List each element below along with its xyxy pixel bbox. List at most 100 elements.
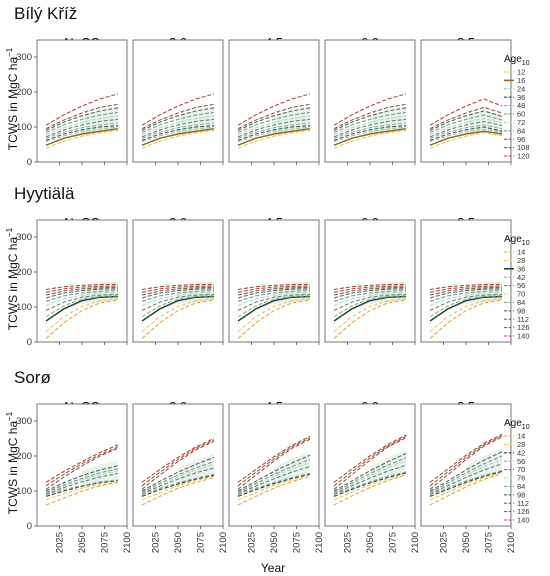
series-line-140 (333, 283, 407, 291)
series-line-84 (333, 290, 407, 302)
series-line-42 (429, 295, 503, 318)
series-line-28 (429, 298, 503, 332)
panel-NoCC: NoCC (36, 215, 128, 345)
series-line-126 (237, 285, 311, 293)
series-line-36 (333, 295, 407, 322)
series-line-14 (237, 299, 311, 339)
series-line-98 (141, 456, 215, 492)
x-tick-label: 2050 (269, 532, 280, 553)
series-line-70 (333, 291, 407, 307)
legend-label-126: 126 (517, 507, 530, 516)
series-line-84 (429, 290, 503, 302)
legend-label-28: 28 (517, 256, 525, 265)
uncertainty-ribbon (370, 450, 406, 485)
panel-8.5: 8.5 (420, 215, 512, 345)
series-line-108 (141, 103, 215, 130)
series-line-28 (333, 298, 407, 332)
series-line-36 (141, 125, 215, 141)
x-tick-label: 2025 (247, 532, 258, 553)
series-line-120 (333, 93, 407, 126)
series-line-14 (237, 475, 311, 506)
x-tick-label: 2050 (173, 532, 184, 553)
series-line-72 (45, 115, 119, 136)
series-line-84 (237, 458, 311, 493)
series-line-14 (45, 481, 119, 506)
series-line-14 (333, 474, 407, 506)
series-line-70 (45, 472, 119, 495)
panel-2.6: 2.62025205020752100 (132, 399, 229, 553)
series-line-14 (429, 299, 503, 339)
series-line-36 (237, 125, 311, 141)
uncertainty-ribbon (466, 110, 502, 135)
panel-frame (420, 219, 512, 343)
panel-NoCC: NoCC2025205020752100 (36, 399, 133, 553)
series-line-76 (333, 460, 407, 494)
series-line-120 (237, 93, 311, 126)
legend-label-12: 12 (517, 68, 525, 77)
series-line-14 (45, 299, 119, 339)
panel-8.5: 8.52025205020752100 (420, 399, 517, 553)
series-line-28 (333, 472, 407, 501)
y-tick-label: 200 (16, 451, 32, 462)
panel-frame (36, 219, 128, 343)
x-tick-label: 2025 (343, 532, 354, 553)
series-line-84 (45, 111, 119, 134)
series-line-76 (141, 463, 215, 494)
legend-label-140: 140 (517, 332, 530, 341)
uncertainty-ribbon (274, 452, 310, 486)
series-line-112 (429, 286, 503, 296)
panel-6.0: 6.0 (324, 35, 416, 165)
legend-label-16: 16 (517, 76, 525, 85)
series-line-42 (45, 479, 119, 497)
series-line-72 (141, 115, 215, 136)
y-tick-label: 100 (16, 486, 32, 497)
series-line-56 (237, 293, 311, 311)
series-line-140 (141, 283, 215, 291)
legend-label-36: 36 (517, 93, 525, 102)
series-line-56 (429, 469, 503, 496)
x-tick-label: 2075 (196, 532, 207, 553)
series-line-28 (237, 298, 311, 332)
y-axis-label: TCWS in MgC ha−1 (5, 411, 20, 514)
series-line-108 (45, 103, 119, 130)
series-line-28 (237, 474, 311, 501)
series-line-14 (333, 299, 407, 339)
y-tick-label: 0 (27, 521, 32, 532)
series-line-28 (45, 298, 119, 332)
y-tick-label: 300 (16, 232, 32, 243)
x-tick-label: 2075 (100, 532, 111, 553)
series-line-84 (141, 290, 215, 302)
series-line-126 (141, 439, 215, 487)
series-line-84 (141, 111, 215, 134)
y-tick-label: 0 (27, 337, 32, 348)
series-line-42 (333, 472, 407, 497)
series-line-24 (141, 126, 215, 143)
panel-frame (324, 39, 416, 163)
panel-4.5: 4.5 (228, 35, 320, 165)
y-axis-label: TCWS in MgC ha−1 (5, 227, 20, 330)
series-line-48 (45, 122, 119, 139)
legend-label-56: 56 (517, 281, 525, 290)
legend-title-sub: 10 (522, 240, 530, 247)
panel-frame (36, 403, 128, 527)
legend-label-14: 14 (517, 248, 525, 257)
series-line-48 (429, 124, 503, 139)
series-line-48 (237, 122, 311, 139)
series-line-48 (141, 122, 215, 139)
y-tick-label: 0 (27, 157, 32, 168)
uncertainty-ribbon (178, 453, 214, 486)
series-line-14 (141, 477, 215, 506)
legend-title-sub: 10 (522, 60, 530, 67)
series-line-60 (333, 118, 407, 138)
y-axis-label-sup: −1 (5, 411, 14, 421)
series-line-108 (333, 103, 407, 130)
series-line-112 (45, 447, 119, 490)
series-line-42 (429, 470, 503, 497)
series-line-42 (45, 295, 119, 318)
legend-label-70: 70 (517, 465, 525, 474)
series-line-96 (141, 107, 215, 131)
series-line-98 (237, 454, 311, 492)
series-line-98 (141, 288, 215, 299)
